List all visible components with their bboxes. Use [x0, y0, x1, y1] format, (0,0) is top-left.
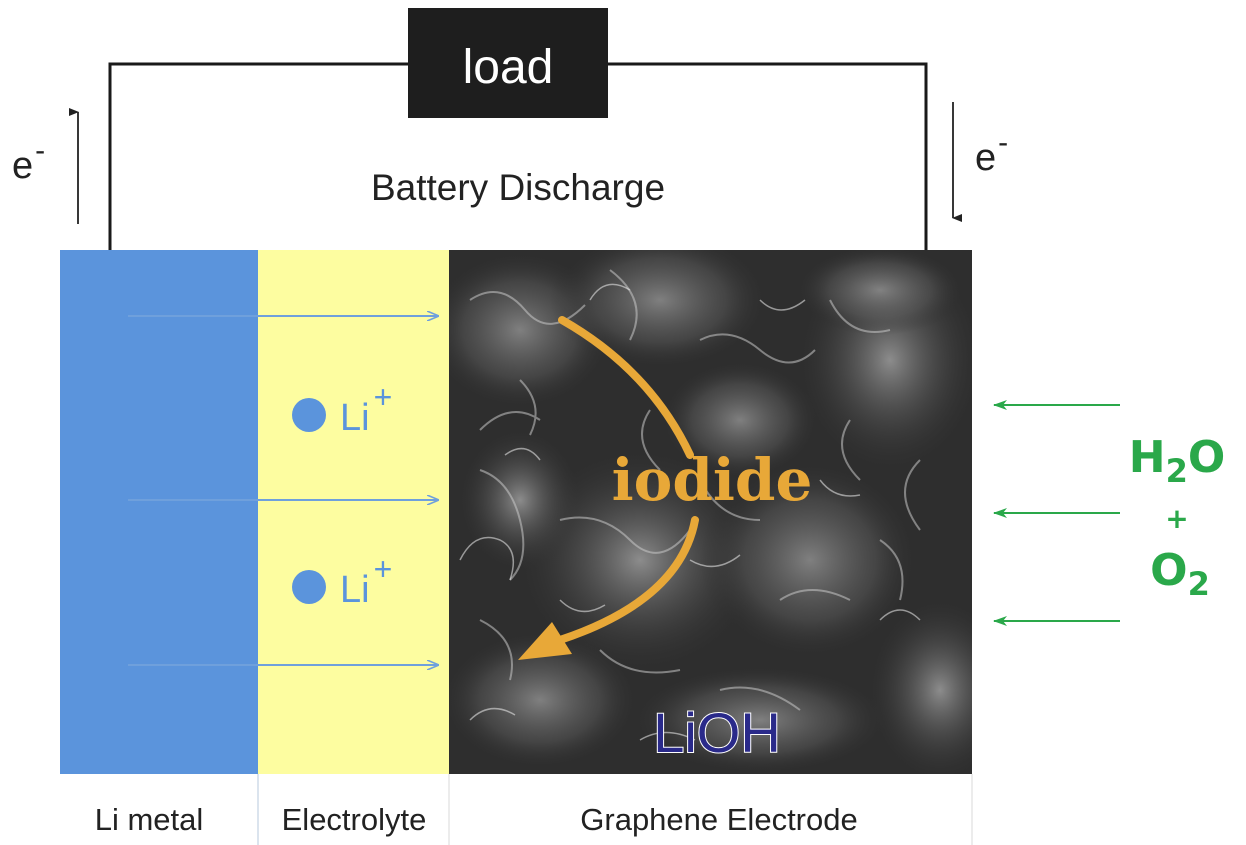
load-label: load	[463, 41, 554, 94]
li-ion-label: Li +	[340, 551, 392, 611]
water-formula: H2O	[1129, 432, 1226, 490]
electrolyte-label: Electrolyte	[282, 802, 427, 837]
mediator-curve-arrow-lower	[556, 516, 699, 644]
circuit-label: Battery Discharge	[371, 167, 665, 208]
li-ion-dot	[292, 570, 326, 604]
mediator-label: iodide	[612, 446, 813, 514]
mediator-arrow-head	[518, 622, 572, 660]
oxygen-formula: O2	[1150, 545, 1210, 603]
li-ion-dot	[292, 398, 326, 432]
graphene-electrode-image	[449, 250, 972, 774]
electron-right-label: e-	[975, 126, 1008, 179]
plus-sign: +	[1165, 502, 1188, 535]
li-metal-region	[60, 250, 258, 774]
load-box	[408, 8, 608, 118]
li-metal-label: Li metal	[95, 802, 204, 837]
electron-left-label: e-	[12, 134, 45, 187]
mediator-curve-arrow	[558, 316, 694, 459]
product-label: LiOH	[653, 701, 781, 764]
graphene-electrode-label: Graphene Electrode	[580, 802, 857, 837]
li-ion-label: Li +	[340, 379, 392, 439]
electrolyte-region	[258, 250, 449, 774]
